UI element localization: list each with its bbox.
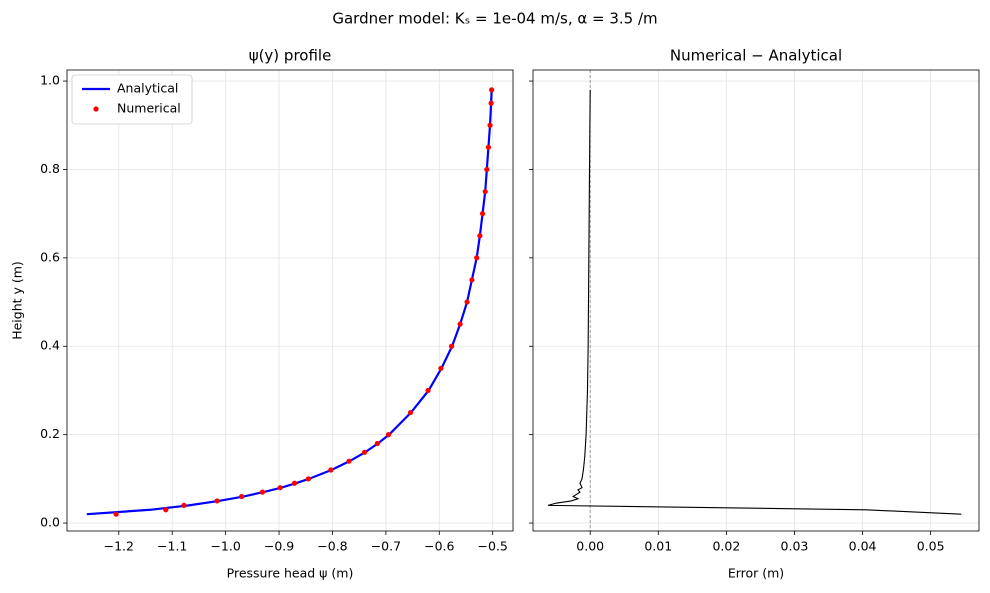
y-tick-label: 0.4 (40, 338, 60, 353)
data-point (328, 467, 334, 473)
data-point (438, 365, 444, 371)
data-point (487, 122, 493, 128)
x-tick-label: 0.05 (917, 539, 945, 554)
data-point (305, 476, 312, 482)
x-tick-label: −0.8 (317, 539, 347, 554)
y-tick-label: 0.0 (40, 515, 60, 530)
axes-title: ψ(y) profile (249, 47, 332, 65)
axes-title: Numerical − Analytical (670, 47, 842, 65)
y-axis-label: Height y (m) (10, 261, 25, 340)
y-tick-label: 0.2 (40, 426, 60, 441)
x-tick-label: −1.2 (104, 539, 134, 554)
x-tick-label: −0.7 (371, 539, 401, 554)
data-point (488, 100, 494, 106)
data-point (425, 387, 431, 394)
data-point (448, 343, 455, 349)
y-tick-label: 1.0 (40, 73, 60, 88)
x-tick-label: −0.5 (478, 539, 508, 554)
x-tick-label: −0.9 (264, 539, 294, 554)
data-point (407, 409, 414, 416)
x-tick-label: 0.03 (781, 539, 809, 554)
axes-frame (532, 69, 980, 532)
data-point (464, 299, 470, 305)
x-axis-label: Error (m) (728, 566, 784, 581)
data-point (485, 144, 492, 150)
data-point (239, 493, 245, 500)
data-point (163, 507, 169, 513)
data-point (181, 502, 187, 508)
axes-frame (66, 69, 514, 532)
data-line (547, 89, 962, 515)
legend-label: Numerical (117, 101, 181, 116)
legend-marker (93, 106, 99, 112)
x-tick-label: −1.0 (210, 539, 240, 554)
y-tick-label: 0.6 (40, 249, 60, 264)
data-point (346, 458, 352, 464)
data-point (457, 321, 463, 327)
data-point (374, 440, 380, 447)
data-point (489, 87, 495, 93)
data-point (277, 485, 283, 491)
data-point (361, 449, 368, 455)
figure-title: Gardner model: Kₛ = 1e-04 m/s, α = 3.5 /… (332, 10, 657, 28)
data-point (113, 511, 119, 517)
data-point (479, 211, 486, 217)
data-point (484, 166, 490, 173)
x-tick-label: 0.02 (712, 539, 740, 554)
x-tick-label: 0.01 (644, 539, 672, 554)
legend-label: Analytical (117, 81, 178, 96)
data-point (385, 432, 392, 438)
legend-box (71, 74, 193, 125)
x-tick-label: 0.04 (849, 539, 877, 554)
x-tick-label: 0.00 (576, 539, 604, 554)
y-tick-label: 0.8 (40, 161, 60, 176)
data-point (474, 255, 480, 261)
data-point (477, 233, 483, 239)
x-tick-label: −0.6 (424, 539, 454, 554)
x-tick-label: −1.1 (157, 539, 187, 554)
data-point (291, 480, 298, 486)
data-point (482, 188, 488, 195)
data-point (469, 277, 475, 283)
x-axis-label: Pressure head ψ (m) (227, 566, 354, 581)
data-point (259, 489, 266, 495)
data-point (214, 498, 220, 504)
